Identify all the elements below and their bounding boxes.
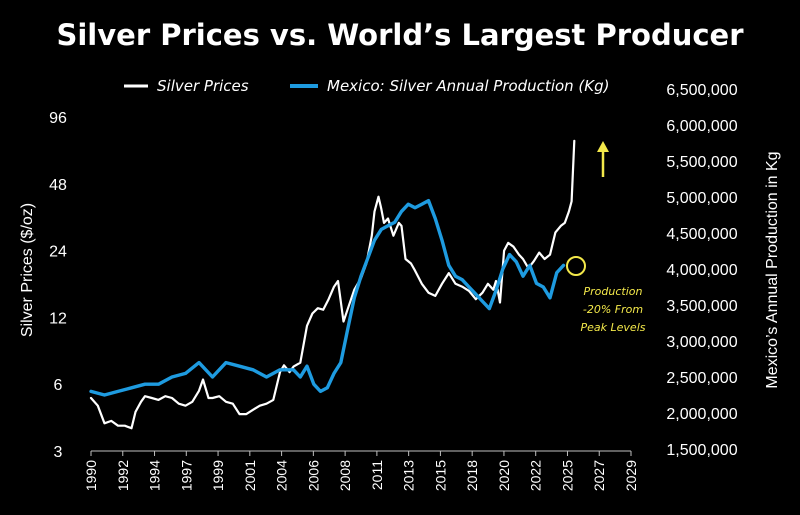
plot-area: [89, 139, 576, 430]
x-tick-label: 2020: [496, 460, 512, 491]
annotation-line-1: Production: [584, 285, 643, 298]
x-tick-label: 2008: [337, 460, 353, 491]
x-tick-label: 2018: [464, 460, 480, 491]
right-axis: 1,500,000 2,000,000 2,500,000 3,000,000 3,50…: [666, 82, 737, 459]
x-tick-label: 2025: [559, 460, 575, 491]
x-tick-label: 1997: [178, 460, 194, 491]
right-tick-label: 6,500,000: [666, 82, 737, 99]
left-tick-label: 24: [49, 244, 67, 261]
x-tick-label: 1990: [83, 460, 99, 491]
series-line-mexico-production: [89, 198, 566, 397]
left-tick-label: 12: [49, 310, 67, 327]
right-tick-label: 1,500,000: [666, 442, 737, 459]
annotation-circle: [566, 256, 586, 276]
right-tick-label: 5,000,000: [666, 190, 737, 207]
legend-label-silver: Silver Prices: [157, 77, 249, 95]
x-tick-label: 2027: [591, 460, 607, 491]
annotation-line-2: -20% From: [583, 303, 643, 316]
x-tick-label: 2011: [369, 460, 385, 490]
left-tick-label: 96: [49, 110, 67, 127]
left-axis: 3 6 12 24 48 96: [49, 110, 67, 461]
x-tick-label: 1999: [210, 460, 226, 491]
left-tick-label: 6: [54, 377, 63, 394]
x-tick-label: 1992: [115, 460, 131, 491]
right-tick-label: 3,500,000: [666, 298, 737, 315]
left-axis-title: Silver Prices ($/oz): [19, 203, 36, 337]
right-tick-label: 6,000,000: [666, 118, 737, 135]
right-tick-label: 4,000,000: [666, 262, 737, 279]
legend-label-mexico: Mexico: Silver Annual Production (Kg): [327, 77, 610, 95]
left-tick-label: 3: [54, 444, 63, 461]
right-tick-label: 2,000,000: [666, 406, 737, 423]
x-tick-label: 1994: [147, 460, 163, 491]
right-axis-title: Mexico’s Annual Production in Kg: [764, 151, 781, 388]
x-tick-label: 2029: [623, 460, 639, 491]
chart-title: Silver Prices vs. World’s Largest Produc…: [56, 18, 744, 52]
x-tick-label: 2013: [401, 460, 417, 491]
x-tick-label: 2004: [274, 460, 290, 491]
legend: Silver Prices Mexico: Silver Annual Prod…: [124, 77, 610, 95]
annotation-line-3: Peak Levels: [581, 321, 646, 334]
series-line-silver-prices: [89, 139, 576, 430]
x-axis: 1990 1992 1994 1997 1999 2001 2004 2006 2008 2011…: [83, 450, 639, 491]
x-tick-label: 2006: [305, 460, 321, 491]
right-tick-label: 2,500,000: [666, 370, 737, 387]
annotation: Production -20% From Peak Levels: [566, 141, 646, 334]
left-tick-label: 48: [49, 177, 67, 194]
annotation-arrow-up-icon: [597, 141, 609, 152]
right-tick-label: 3,000,000: [666, 334, 737, 351]
x-tick-label: 2022: [528, 460, 544, 491]
right-tick-label: 5,500,000: [666, 154, 737, 171]
right-tick-label: 4,500,000: [666, 226, 737, 243]
x-tick-label: 2015: [432, 460, 448, 491]
x-tick-label: 2001: [242, 460, 258, 491]
